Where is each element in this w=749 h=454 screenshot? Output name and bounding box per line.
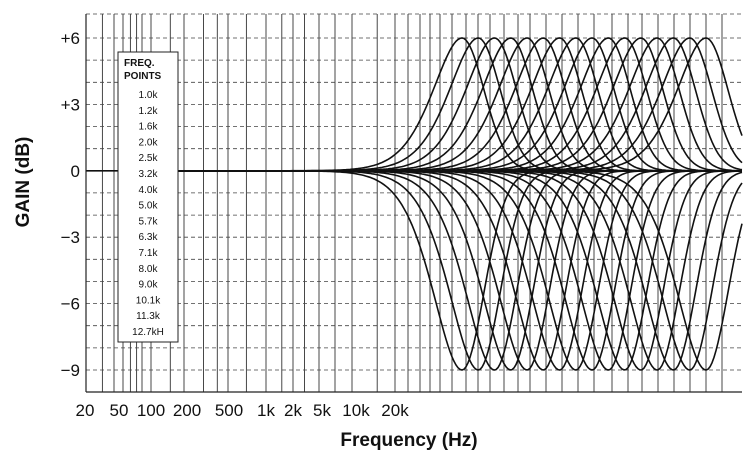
- legend-item: 8.0k: [139, 264, 159, 275]
- x-tick-labels: 20 50 100 200 500 1k 2k 5k 10k 20k: [76, 401, 410, 420]
- legend-item: 1.6k: [139, 122, 159, 133]
- legend-item: 3.2k: [139, 169, 159, 180]
- legend-item: 7.1k: [139, 248, 159, 259]
- legend-title: FREQ.: [124, 58, 155, 69]
- x-tick-label: 500: [215, 401, 243, 420]
- legend-item: 5.7k: [139, 216, 159, 227]
- legend-item: 6.3k: [139, 232, 159, 243]
- y-tick-labels: +6 +3 0 −3 −6 −9: [61, 29, 80, 380]
- x-tick-label: 1k: [257, 401, 275, 420]
- x-tick-label: 200: [173, 401, 201, 420]
- y-axis-title: GAIN (dB): [13, 137, 34, 228]
- horizontal-gridlines: [86, 13, 742, 371]
- legend-item: 9.0k: [139, 280, 159, 291]
- legend-item: 2.0k: [139, 137, 159, 148]
- legend-item: 12.7kH: [132, 327, 164, 338]
- legend-item: 1.0k: [139, 90, 159, 101]
- response-curves: [86, 37, 743, 371]
- legend-frame: [117, 51, 179, 343]
- legend-item: 11.3k: [136, 311, 161, 322]
- legend-title: POINTS: [124, 71, 162, 82]
- legend-item: 5.0k: [139, 201, 159, 212]
- legend-item: 4.0k: [139, 185, 159, 196]
- x-axis-title: Frequency (Hz): [340, 430, 477, 451]
- x-tick-label: 100: [137, 401, 165, 420]
- x-tick-label: 5k: [313, 401, 331, 420]
- legend-item: 2.5k: [139, 153, 159, 164]
- x-tick-label: 2k: [284, 401, 302, 420]
- legend-item: 1.2k: [139, 106, 159, 117]
- legend-items: FREQ. POINTS 1.0k 1.2k 1.6k 2.0k 2.5k 3.2k 4.0k 5…: [124, 58, 164, 338]
- y-tick-label: 0: [71, 162, 80, 181]
- x-tick-label: 20: [76, 401, 95, 420]
- legend-box: FREQ. POINTS 1.0k 1.2k 1.6k 2.0k 2.5k 3.2k 4.0k 5…: [117, 51, 179, 343]
- x-tick-label: 50: [110, 401, 129, 420]
- y-tick-label: +3: [61, 95, 80, 114]
- x-tick-label: 20k: [381, 401, 409, 420]
- legend-item: 10.1k: [136, 295, 161, 306]
- cut-curve-15: [176, 170, 743, 371]
- y-tick-label: −9: [61, 361, 80, 380]
- y-tick-label: −3: [61, 228, 80, 247]
- y-tick-label: +6: [61, 29, 80, 48]
- x-tick-label: 10k: [342, 401, 370, 420]
- y-tick-label: −6: [61, 295, 80, 314]
